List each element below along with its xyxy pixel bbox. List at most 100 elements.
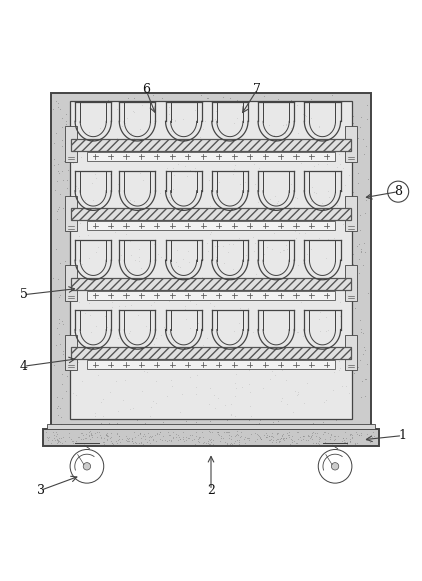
Point <box>327 298 334 307</box>
Point <box>155 250 162 259</box>
Point <box>207 416 214 425</box>
Point <box>262 283 268 292</box>
Point <box>84 112 91 121</box>
Point <box>82 433 89 443</box>
Point <box>328 376 335 386</box>
Point <box>291 279 298 289</box>
Point <box>265 432 272 441</box>
Point <box>329 175 335 185</box>
Point <box>196 433 203 442</box>
Point <box>158 331 165 340</box>
Point <box>133 166 140 175</box>
Point <box>277 213 284 223</box>
Point <box>138 386 145 396</box>
Point <box>343 210 349 219</box>
Point <box>191 105 198 114</box>
Point <box>89 202 96 211</box>
Point <box>55 205 62 214</box>
Point <box>276 434 283 443</box>
Point <box>169 344 176 353</box>
Point <box>327 434 333 443</box>
Point <box>96 338 103 347</box>
Point <box>261 237 268 246</box>
Point <box>76 411 82 421</box>
Point <box>228 221 235 230</box>
Point <box>336 319 343 328</box>
Point <box>323 392 330 401</box>
Point <box>204 188 211 197</box>
Point <box>189 200 195 209</box>
Point <box>169 342 176 352</box>
Point <box>203 333 210 343</box>
Point <box>74 132 81 141</box>
Point <box>277 248 284 257</box>
Point <box>91 411 98 421</box>
Point <box>206 261 213 271</box>
Point <box>60 175 66 185</box>
Point <box>102 311 109 320</box>
Point <box>349 432 356 441</box>
Point <box>98 314 105 324</box>
Point <box>149 173 156 182</box>
Point <box>300 432 307 441</box>
Point <box>199 272 206 282</box>
Point <box>108 116 115 125</box>
Point <box>203 360 210 370</box>
Point <box>215 428 222 437</box>
Point <box>322 337 329 346</box>
Point <box>286 263 292 272</box>
Point <box>124 172 131 181</box>
Point <box>181 149 188 159</box>
Point <box>214 427 220 436</box>
Point <box>244 433 251 443</box>
Point <box>199 427 206 436</box>
Point <box>92 275 99 284</box>
Point <box>205 336 212 346</box>
Point <box>83 135 90 145</box>
Point <box>187 363 193 372</box>
Point <box>151 267 158 277</box>
Point <box>322 313 329 322</box>
Point <box>84 281 91 290</box>
Point <box>331 435 338 444</box>
Point <box>87 310 93 320</box>
Point <box>236 184 243 193</box>
Point <box>81 272 87 282</box>
Point <box>124 248 130 257</box>
Point <box>149 432 156 441</box>
Point <box>243 142 250 151</box>
Point <box>308 95 314 104</box>
Point <box>185 392 192 401</box>
Point <box>239 295 246 304</box>
Point <box>194 222 201 231</box>
Point <box>128 107 135 117</box>
Point <box>319 429 326 439</box>
Point <box>231 164 238 174</box>
Point <box>257 432 263 441</box>
Point <box>88 431 95 440</box>
Point <box>239 382 246 392</box>
Point <box>200 277 207 286</box>
Point <box>184 433 191 443</box>
Point <box>67 174 74 184</box>
Point <box>161 407 168 416</box>
Point <box>321 274 328 283</box>
Point <box>93 182 100 191</box>
Point <box>71 364 78 373</box>
Point <box>224 97 231 106</box>
Point <box>183 436 189 445</box>
Point <box>316 342 322 352</box>
Point <box>301 432 308 441</box>
Point <box>169 199 176 208</box>
Point <box>242 309 249 318</box>
Bar <box>345 127 357 162</box>
Point <box>56 202 62 211</box>
Point <box>337 363 344 372</box>
Point <box>264 115 271 124</box>
Point <box>99 153 106 163</box>
Point <box>305 431 311 440</box>
Point <box>308 113 314 123</box>
Point <box>209 137 216 146</box>
Point <box>219 214 226 224</box>
Point <box>343 434 349 443</box>
